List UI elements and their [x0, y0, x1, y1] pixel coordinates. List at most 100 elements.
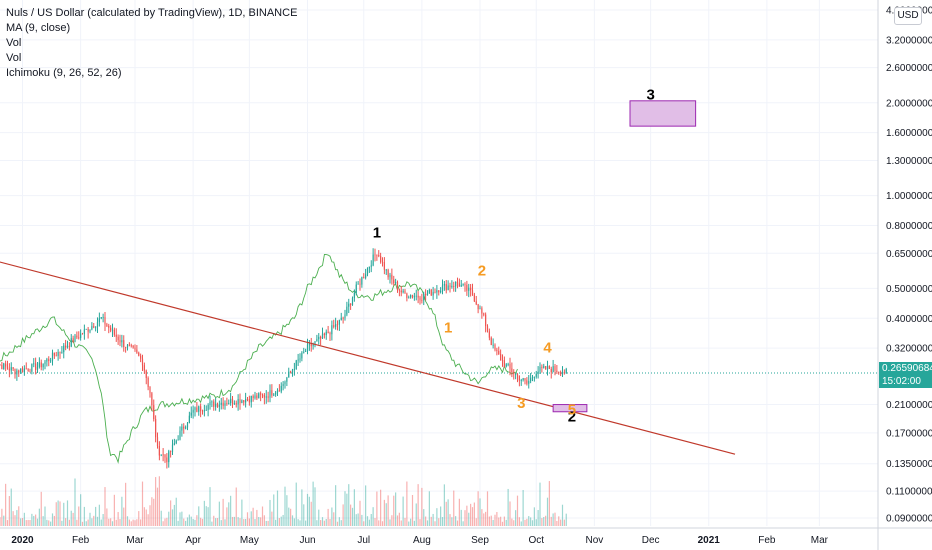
volume-bar	[411, 494, 414, 526]
candle-body	[250, 395, 252, 403]
x-tick-label: Nov	[585, 535, 603, 546]
candle-body	[198, 406, 200, 412]
volume-bar	[381, 521, 384, 526]
legend-vol-2[interactable]: Vol	[6, 52, 22, 64]
volume-bar	[96, 516, 99, 526]
candle-body	[314, 341, 316, 345]
volume-bar	[250, 511, 252, 526]
legend-vol-1[interactable]: Vol	[6, 37, 22, 49]
volume-bar	[100, 519, 102, 526]
volume-bar	[170, 500, 172, 526]
volume-bar	[413, 520, 415, 526]
volume-bar	[83, 506, 85, 526]
volume-bar	[299, 520, 301, 526]
volume-bar	[151, 497, 153, 526]
target-box	[552, 404, 588, 413]
candle-body	[275, 392, 277, 395]
volume-bar	[16, 510, 18, 526]
candle-body	[417, 295, 419, 298]
volume-bar	[243, 519, 245, 526]
volume-bar	[14, 515, 16, 526]
volume-bar	[535, 519, 537, 526]
candle-body	[426, 293, 429, 296]
volume-bar	[531, 520, 534, 526]
candle-body	[201, 410, 204, 412]
volume-bar	[111, 521, 114, 526]
volume-bar	[237, 517, 239, 526]
drawings[interactable]: 1 2 3 1 2 3 4 5	[0, 86, 736, 455]
volume-bar	[464, 510, 466, 526]
volume-bar	[65, 518, 67, 526]
candle-body	[286, 377, 288, 382]
candle-body	[565, 369, 567, 374]
x-tick-label: Dec	[642, 535, 660, 546]
volume-bar	[248, 518, 250, 526]
candle-body	[554, 366, 556, 371]
candle-body	[468, 287, 470, 291]
candle-body	[209, 401, 211, 405]
candle-body	[1, 364, 3, 370]
legend-ma[interactable]: MA (9, close)	[6, 22, 71, 34]
candle-body	[237, 399, 239, 405]
volume-bar	[295, 482, 297, 526]
candle-body	[290, 371, 292, 373]
candle-body	[91, 326, 93, 330]
candle-body	[473, 294, 475, 302]
x-tick-label: Mar	[126, 535, 144, 546]
candle-body	[498, 350, 500, 355]
candle-body	[333, 325, 335, 327]
volume-bar	[539, 482, 541, 526]
candle-body	[3, 363, 5, 370]
candle-body	[121, 340, 123, 343]
candle-body	[155, 419, 157, 438]
candle-body	[393, 279, 395, 284]
candle-body	[68, 345, 70, 347]
candle-body	[263, 394, 265, 398]
candle-body	[438, 290, 440, 293]
volume-bar	[331, 507, 333, 526]
candle-body	[306, 344, 309, 352]
y-tick-label: 1.30000000	[886, 156, 932, 167]
last-price-tag: 0.26590684	[879, 362, 932, 375]
legend-ichimoku[interactable]: Ichimoku (9, 26, 52, 26)	[6, 67, 122, 79]
volume-bar	[434, 521, 436, 526]
volume-bar	[380, 489, 382, 526]
candle-body	[230, 398, 232, 404]
volume-bar	[196, 515, 198, 526]
volume-bar	[141, 481, 144, 526]
candle-body	[477, 304, 479, 310]
volume-bar	[385, 503, 387, 526]
candle-body	[38, 362, 40, 367]
volume-bar	[513, 520, 515, 526]
candle-body	[117, 336, 119, 341]
candle-body	[537, 371, 539, 374]
candle-body	[140, 355, 142, 359]
volume-bar	[486, 491, 489, 526]
currency-button[interactable]: USD	[894, 7, 922, 25]
volume-bar	[548, 481, 550, 526]
volume-bar	[545, 515, 547, 526]
candle-body	[415, 295, 417, 297]
volume-bar	[291, 515, 294, 526]
volume-bar	[458, 498, 460, 526]
candle-body	[530, 377, 532, 382]
volume-bar	[421, 487, 423, 526]
candle-body	[406, 293, 408, 298]
volume-bar	[451, 517, 453, 526]
volume-bar	[72, 512, 74, 526]
volume-bar	[393, 495, 395, 526]
volume-bar	[175, 497, 177, 526]
candle-body	[46, 359, 48, 362]
candle-body	[320, 336, 322, 339]
candle-body	[481, 308, 483, 314]
volume-bar	[252, 507, 254, 526]
candle-body	[387, 269, 389, 278]
candle-body	[215, 403, 217, 407]
candle-body	[447, 285, 449, 291]
